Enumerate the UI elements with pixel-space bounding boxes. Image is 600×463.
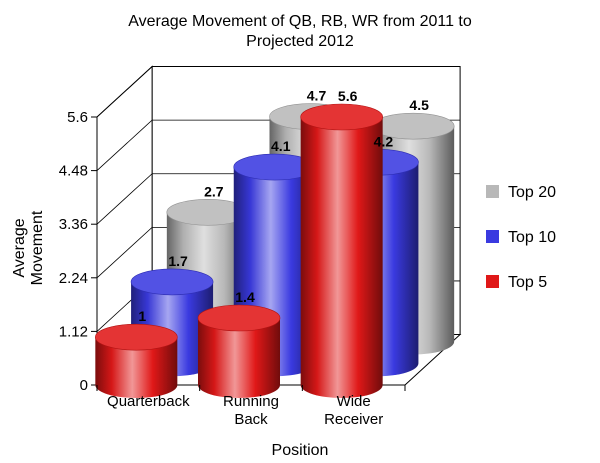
x-tick-label: Running	[223, 393, 279, 410]
chart-title-line: Projected 2012	[246, 33, 354, 50]
gridline	[96, 66, 461, 118]
legend-swatch	[486, 230, 499, 243]
bar-top	[197, 304, 281, 332]
y-axis-label-line: Movement	[29, 210, 46, 285]
x-tick-label: Wide	[337, 393, 371, 410]
data-label: 4.2	[374, 133, 394, 149]
data-label: 5.6	[338, 88, 358, 104]
bar-top	[130, 268, 214, 296]
legend-label: Top 20	[508, 184, 556, 201]
y-tick-label: 1.12	[59, 323, 88, 340]
y-axis-label-line: Average	[11, 218, 28, 277]
x-tick-label: Receiver	[324, 411, 383, 428]
x-tick-label: Back	[234, 411, 268, 428]
y-tick-label: 0	[80, 377, 88, 394]
y-tick-label: 4.48	[59, 163, 88, 180]
bar-top	[95, 323, 178, 351]
legend: Top 20 Top 10 Top 5	[486, 184, 556, 291]
legend-label: Top 10	[508, 229, 556, 246]
data-label: 4.7	[307, 88, 327, 104]
legend-label: Top 5	[508, 274, 547, 291]
bar	[300, 103, 383, 398]
chart-title-line: Average Movement of QB, RB, WR from 2011…	[128, 13, 472, 30]
chart-title: Average Movement of QB, RB, WR from 2011…	[128, 13, 472, 50]
bar	[197, 304, 281, 398]
bar-body	[300, 117, 383, 398]
data-label: 1	[138, 308, 146, 324]
y-axis-label: Average Movement	[11, 210, 46, 285]
legend-swatch	[486, 275, 499, 288]
axis-labels: Position Average Movement	[11, 210, 328, 459]
data-label: 4.1	[271, 138, 291, 154]
data-label: 2.7	[204, 183, 224, 199]
x-tick-label: Quarterback	[107, 393, 190, 410]
x-axis-label: Position	[272, 442, 329, 459]
y-tick-label: 5.6	[67, 109, 88, 126]
y-tick-label: 3.36	[59, 216, 88, 233]
data-label: 1.7	[168, 253, 188, 269]
bar-top	[300, 103, 383, 131]
bar-body	[95, 337, 178, 398]
bar	[95, 323, 178, 398]
bars: 2.7 4.7 4.5 1.7 4.1 4.2 1 1.4 5.6	[95, 88, 455, 398]
y-tick-label: 2.24	[59, 270, 88, 287]
bar-body	[198, 318, 280, 398]
data-label: 4.5	[409, 97, 429, 113]
data-label: 1.4	[235, 289, 255, 305]
legend-swatch	[486, 185, 499, 198]
